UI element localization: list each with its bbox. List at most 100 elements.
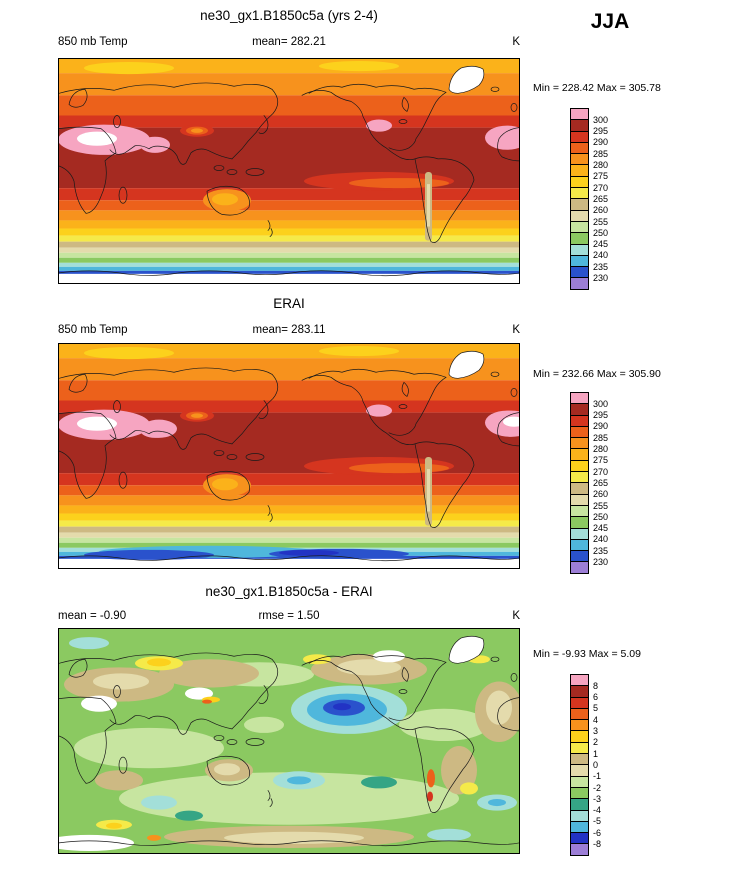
- colorbar-swatch: [571, 787, 588, 800]
- colorbar-swatch: [571, 426, 588, 439]
- colorbar-tick-label: 8: [593, 680, 599, 691]
- colorbar-swatch: [571, 415, 588, 427]
- colorbar-swatch: [571, 539, 588, 552]
- mean-label: mean= 283.11: [252, 324, 326, 336]
- colorbar-swatch: [571, 799, 588, 811]
- map-figure-diff: [59, 629, 519, 853]
- colorbar-tick-label: 300: [593, 398, 609, 409]
- colorbar-swatch: [571, 697, 588, 709]
- colorbar-swatch: [571, 109, 588, 121]
- colorbar-swatch: [571, 754, 588, 766]
- colorbar-tick-label: 1: [593, 748, 599, 759]
- colorbar-swatch: [571, 142, 588, 155]
- colorbar-swatch: [571, 517, 588, 529]
- map-figure-model: [59, 59, 519, 283]
- colorbar-tick-label: 275: [593, 171, 609, 182]
- colorbar-tick-label: 2: [593, 737, 599, 748]
- colorbar-swatch: [571, 404, 588, 416]
- colorbar-tick-label: -8: [593, 839, 602, 849]
- colorbar: [570, 674, 589, 856]
- minmax-label: Min = -9.93 Max = 5.09: [533, 648, 641, 660]
- colorbar-swatch: [571, 528, 588, 540]
- panel-title: ne30_gx1.B1850c5a - ERAI: [205, 584, 373, 599]
- colorbar-tick-label: -3: [593, 793, 602, 804]
- colorbar-tick-label: 285: [593, 432, 609, 443]
- colorbar-tick-label: 275: [593, 455, 609, 466]
- colorbar-tick-label: 280: [593, 160, 609, 170]
- colorbar-legend: 300 295 290 285 280 275 270 265 260 255 250 245 240 2…: [570, 392, 630, 574]
- colorbar-tick-label: 255: [593, 216, 609, 227]
- panel-meta-row: mean = -0.90 rmse = 1.50 K: [58, 610, 520, 622]
- colorbar-swatch: [571, 255, 588, 268]
- colorbar-tick-label: 295: [593, 410, 609, 421]
- colorbar-tick-label: 4: [593, 714, 599, 725]
- colorbar-tick-label: 245: [593, 239, 609, 250]
- colorbar-swatch: [571, 460, 588, 473]
- colorbar-tick-label: 285: [593, 148, 609, 159]
- colorbar-swatch: [571, 188, 588, 200]
- colorbar-tick-label: 235: [593, 545, 609, 556]
- map-obs: [58, 343, 520, 569]
- colorbar-swatch: [571, 199, 588, 211]
- colorbar-tick-label: 255: [593, 500, 609, 511]
- panel-title: ne30_gx1.B1850c5a (yrs 2-4): [200, 8, 378, 23]
- minmax-label: Min = 232.66 Max = 305.90: [533, 368, 661, 380]
- colorbar-swatch: [571, 244, 588, 256]
- colorbar-tick-label: -4: [593, 805, 602, 816]
- colorbar-swatch: [571, 483, 588, 495]
- colorbar-tick-label: 245: [593, 523, 609, 534]
- colorbar-tick-label: 270: [593, 466, 609, 477]
- colorbar-tick-label: 260: [593, 205, 609, 216]
- colorbar: [570, 108, 589, 290]
- rmse-label: rmse = 1.50: [258, 610, 320, 622]
- colorbar-swatch: [571, 686, 588, 698]
- mean-label: mean = -0.90: [58, 610, 127, 622]
- colorbar-tick-label: 0: [593, 759, 599, 770]
- colorbar-tick-label: 250: [593, 227, 609, 238]
- colorbar-swatch: [571, 494, 588, 506]
- map-figure-obs: [59, 344, 519, 568]
- colorbar-swatch: [571, 449, 588, 461]
- colorbar-swatch: [571, 210, 588, 222]
- colorbar-swatch: [571, 278, 588, 289]
- colorbar-tick-label: -6: [593, 827, 602, 838]
- colorbar-swatch: [571, 675, 588, 687]
- colorbar-tick-label: 265: [593, 193, 609, 204]
- colorbar-swatch: [571, 708, 588, 721]
- colorbar-swatch: [571, 267, 588, 279]
- colorbar-swatch: [571, 154, 588, 166]
- colorbar-tick-label: 3: [593, 726, 599, 736]
- colorbar-swatch: [571, 776, 588, 788]
- colorbar-swatch: [571, 731, 588, 743]
- colorbar-tick-label: -1: [593, 771, 602, 782]
- field-label: 850 mb Temp: [58, 36, 128, 48]
- colorbar-swatch: [571, 844, 588, 855]
- panel-meta-row: 850 mb Temp mean= 282.21 K: [58, 36, 520, 48]
- colorbar-swatch: [571, 742, 588, 755]
- season-label: JJA: [590, 10, 630, 33]
- map-diff: [58, 628, 520, 854]
- colorbar-legend: 8 6 5 4 3 2 1 0 -1 -2 -3 -4 -5 -6 -8: [570, 674, 630, 856]
- colorbar-tick-label: -5: [593, 816, 602, 827]
- colorbar-swatch: [571, 720, 588, 732]
- colorbar-swatch: [571, 233, 588, 245]
- colorbar-swatch: [571, 765, 588, 777]
- colorbar-tick-label: 6: [593, 692, 599, 703]
- panel-title: ERAI: [273, 296, 305, 311]
- colorbar-swatch: [571, 393, 588, 405]
- colorbar-swatch: [571, 562, 588, 573]
- colorbar-tick-label: 240: [593, 250, 609, 261]
- colorbar-tick-label: 270: [593, 182, 609, 193]
- colorbar-tick-label: 290: [593, 137, 609, 148]
- colorbar-swatch: [571, 505, 588, 518]
- panel-meta-row: 850 mb Temp mean= 283.11 K: [58, 324, 520, 336]
- colorbar-tick-label: 5: [593, 703, 599, 714]
- colorbar-swatch: [571, 833, 588, 845]
- colorbar-swatch: [571, 438, 588, 450]
- colorbar-swatch: [571, 165, 588, 177]
- colorbar-tick-label: 260: [593, 489, 609, 500]
- colorbar-tick-label: 230: [593, 557, 609, 567]
- colorbar-tick-label: -2: [593, 782, 602, 793]
- colorbar-tick-label: 300: [593, 114, 609, 125]
